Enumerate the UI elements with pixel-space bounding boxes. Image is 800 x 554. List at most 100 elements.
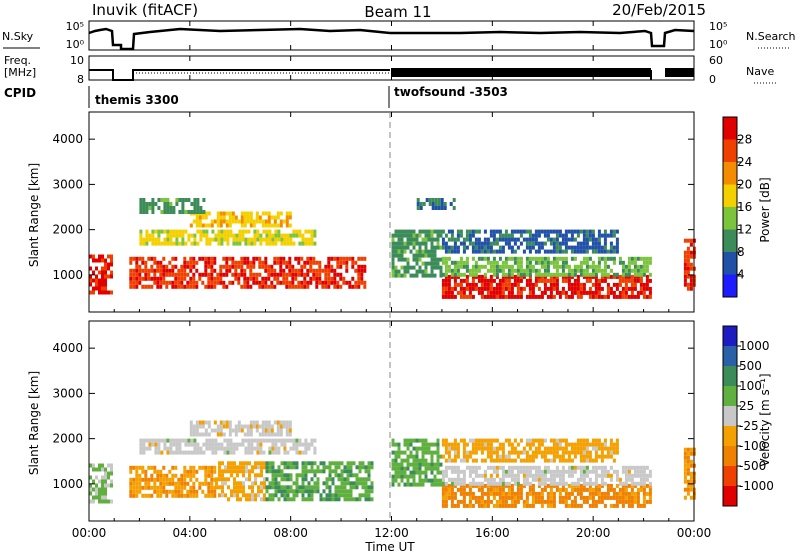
velocity-cell	[645, 477, 649, 482]
power-cell	[156, 264, 160, 269]
velocity-cell	[546, 483, 550, 488]
power-cell	[683, 282, 687, 287]
velocity-cell	[618, 481, 622, 486]
power-cell	[141, 268, 145, 273]
power-cell	[489, 290, 493, 295]
power-cell	[394, 241, 398, 246]
velocity-cell	[391, 466, 395, 471]
velocity-cell	[456, 503, 460, 508]
power-cell	[630, 256, 634, 261]
power-cell	[570, 282, 574, 287]
power-cell	[187, 210, 191, 214]
power-cell	[157, 206, 161, 210]
velocity-cell	[364, 469, 368, 474]
power-cell	[564, 237, 568, 242]
power-cell	[145, 202, 149, 206]
power-cell	[160, 198, 164, 202]
velocity-cell	[210, 469, 214, 474]
velocity-cell	[683, 495, 687, 500]
power-cell	[300, 272, 304, 277]
power-cell	[534, 272, 538, 277]
power-cell	[570, 229, 574, 234]
power-cell	[525, 264, 529, 269]
velocity-cell	[367, 461, 371, 466]
power-cell	[391, 233, 395, 238]
power-cell	[603, 294, 607, 299]
power-cell	[219, 215, 223, 220]
power-cell	[261, 280, 265, 285]
power-cell	[444, 294, 448, 299]
velocity-cell	[252, 424, 256, 429]
velocity-cell	[171, 477, 175, 482]
power-cell	[189, 268, 193, 273]
velocity-cell	[450, 465, 454, 470]
power-cell	[459, 278, 463, 283]
velocity-cell	[573, 503, 577, 508]
power-cell	[606, 294, 610, 299]
velocity-cell	[250, 446, 254, 451]
velocity-cell	[153, 485, 157, 490]
power-cell	[492, 286, 496, 291]
velocity-cell	[346, 497, 350, 502]
velocity-cell	[516, 454, 520, 459]
velocity-cell	[183, 481, 187, 486]
power-cell	[307, 229, 311, 234]
velocity-cell	[260, 485, 263, 490]
power-cell	[189, 280, 193, 285]
power-cell	[447, 278, 451, 283]
power-cell	[247, 229, 251, 234]
velocity-cell	[630, 495, 634, 500]
velocity-cell	[633, 473, 637, 478]
velocity-cell	[265, 438, 269, 443]
velocity-cell	[214, 450, 218, 455]
power-cell	[207, 280, 211, 285]
power-cell	[246, 264, 250, 269]
velocity-cell	[462, 495, 466, 500]
power-cell	[462, 245, 466, 250]
power-cell	[453, 237, 457, 242]
time-tick-label: 04:00	[173, 526, 208, 540]
velocity-cell	[397, 462, 401, 467]
power-cell	[453, 260, 457, 265]
power-cell	[220, 241, 224, 246]
velocity-cell	[450, 446, 454, 451]
power-cell	[471, 282, 475, 287]
velocity-cell	[561, 458, 565, 463]
power-cell	[330, 276, 334, 281]
velocity-cell	[462, 499, 466, 504]
power-cell	[198, 215, 202, 220]
velocity-cell	[549, 438, 553, 443]
velocity-cell	[243, 432, 247, 437]
power-cell	[418, 233, 422, 238]
power-cell	[606, 264, 610, 269]
power-cell	[348, 280, 352, 285]
power-cell	[516, 278, 520, 283]
velocity-cell	[193, 450, 197, 455]
power-cell	[543, 241, 547, 246]
nave-tick-high: 60	[709, 54, 723, 67]
velocity-cell	[198, 465, 202, 470]
power-cell	[683, 274, 687, 279]
power-cell	[480, 264, 484, 269]
power-cell	[184, 198, 188, 202]
velocity-cell	[328, 465, 332, 470]
velocity-cell	[186, 469, 190, 474]
velocity-cell	[295, 477, 299, 482]
velocity-cell	[504, 499, 508, 504]
velocity-cell	[433, 462, 437, 467]
power-cell	[450, 268, 454, 273]
power-cell	[216, 276, 220, 281]
velocity-cell	[162, 485, 166, 490]
power-cell	[639, 272, 643, 277]
power-cell	[172, 229, 176, 234]
velocity-cell	[552, 481, 556, 486]
velocity-ylabel: Slant Range [km]	[27, 371, 41, 475]
power-cell	[129, 276, 133, 281]
power-cell	[261, 223, 265, 228]
power-cell	[552, 278, 556, 283]
power-cell	[501, 290, 505, 295]
power-cell	[567, 268, 571, 273]
power-cell	[576, 290, 580, 295]
power-cell	[199, 237, 203, 242]
velocity-cell	[510, 499, 514, 504]
